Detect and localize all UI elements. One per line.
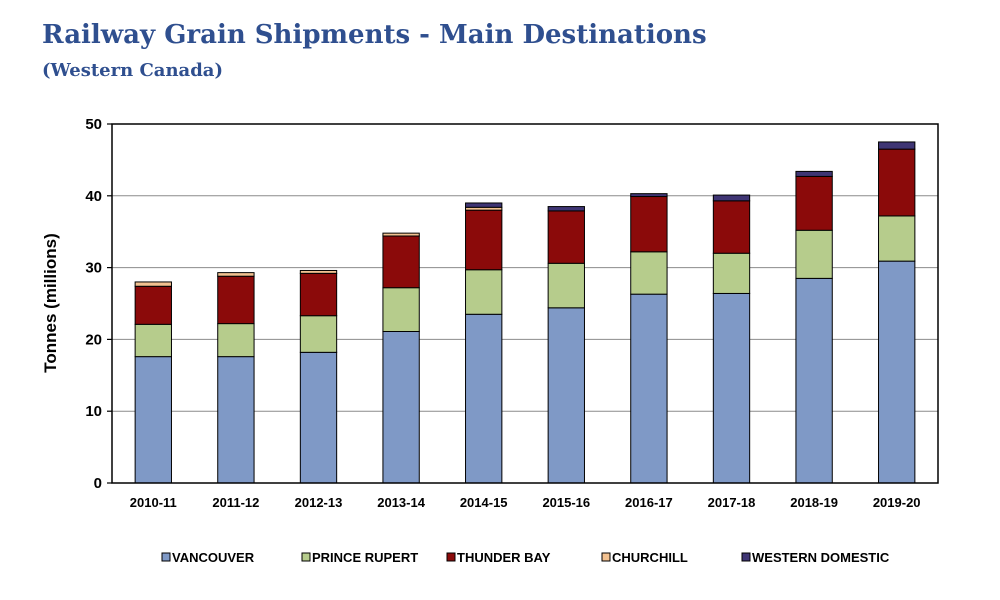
x-tick-label: 2019-20 xyxy=(873,495,921,510)
bar-segment-prince-rupert xyxy=(382,287,420,333)
legend: VANCOUVER PRINCE RUPERT THUNDER BAY CHURCHI… xyxy=(161,550,890,565)
x-tick-label: 2017-18 xyxy=(708,495,756,510)
bar-segment-thunder-bay xyxy=(630,196,668,253)
legend-label: VANCOUVER xyxy=(172,550,255,565)
bar-segment-vancouver xyxy=(795,277,833,484)
bar-segment-thunder-bay xyxy=(465,209,503,271)
bar-segment-thunder-bay xyxy=(712,200,751,254)
x-tick-label: 2010-11 xyxy=(130,495,177,510)
bar-segment-western-domestic xyxy=(795,170,833,177)
x-tick-label: 2014-15 xyxy=(460,495,508,510)
bar-segment-thunder-bay xyxy=(547,210,585,264)
bar-segment-vancouver xyxy=(299,351,338,484)
bar-segment-vancouver xyxy=(134,356,172,484)
legend-swatch xyxy=(161,552,171,562)
y-axis-label: Tonnes (millions) xyxy=(41,233,60,372)
x-tick-label: 2011-12 xyxy=(212,495,259,510)
legend-label: WESTERN DOMESTIC xyxy=(752,550,890,565)
x-tick-label: 2018-19 xyxy=(790,495,838,510)
bar-segment-churchill xyxy=(299,269,338,274)
x-tick-label: 2013-14 xyxy=(377,495,425,510)
y-tick-label: 50 xyxy=(85,116,102,133)
y-axis-ticks: 0 10 20 30 40 50 xyxy=(85,116,112,492)
legend-label: CHURCHILL xyxy=(612,550,688,565)
y-tick-label: 20 xyxy=(85,331,102,348)
x-axis-ticks: 2010-11 2011-12 2012-13 2013-14 2014-15 2015-… xyxy=(130,495,921,510)
legend-swatch xyxy=(301,552,311,562)
bar-segment-thunder-bay xyxy=(382,235,420,289)
bar-segment-vancouver xyxy=(712,292,751,484)
bar-segment-vancouver xyxy=(217,356,255,484)
chart-title: Railway Grain Shipments - Main Destinati… xyxy=(42,20,707,50)
bar-segment-thunder-bay xyxy=(878,148,916,217)
bar-segment-prince-rupert xyxy=(630,251,668,295)
bar-segment-thunder-bay xyxy=(299,272,338,317)
bar-segment-vancouver xyxy=(382,331,420,484)
bar-segment-western-domestic xyxy=(712,194,751,202)
chart-subtitle: (Western Canada) xyxy=(42,60,223,81)
bar-segment-prince-rupert xyxy=(134,323,172,358)
x-tick-label: 2016-17 xyxy=(625,495,673,510)
bar-segment-prince-rupert xyxy=(217,323,255,358)
x-tick-label: 2012-13 xyxy=(295,495,343,510)
bar-segment-prince-rupert xyxy=(712,252,751,294)
bar-segment-prince-rupert xyxy=(465,269,503,315)
x-tick-label: 2015-16 xyxy=(542,495,590,510)
bar-segment-vancouver xyxy=(630,293,668,484)
legend-label: PRINCE RUPERT xyxy=(312,550,418,565)
bar-segment-prince-rupert xyxy=(547,262,585,309)
plot-area-frame xyxy=(111,123,939,484)
y-tick-label: 40 xyxy=(85,188,102,205)
bars-group xyxy=(134,141,916,484)
bar-segment-prince-rupert xyxy=(878,215,916,262)
bar-segment-thunder-bay xyxy=(217,275,255,325)
bar-segment-vancouver xyxy=(465,313,503,484)
bar-segment-western-domestic xyxy=(878,141,916,150)
y-tick-label: 10 xyxy=(85,403,102,420)
bar-segment-western-domestic xyxy=(547,206,585,212)
bar-segment-vancouver xyxy=(878,260,916,484)
bar-segment-western-domestic xyxy=(630,193,668,198)
legend-swatch xyxy=(741,552,751,562)
bar-segment-churchill xyxy=(382,232,420,237)
legend-label: THUNDER BAY xyxy=(457,550,551,565)
bar-segment-prince-rupert xyxy=(795,229,833,279)
bar-segment-churchill xyxy=(217,272,255,277)
bar-segment-vancouver xyxy=(547,307,585,484)
bar-segment-thunder-bay xyxy=(795,175,833,231)
bar-segment-thunder-bay xyxy=(134,285,172,325)
legend-swatch xyxy=(601,552,611,562)
y-tick-label: 0 xyxy=(94,475,102,492)
bar-segment-churchill xyxy=(134,281,172,287)
bar-segment-prince-rupert xyxy=(299,315,338,353)
y-tick-label: 30 xyxy=(85,260,102,277)
legend-swatch xyxy=(446,552,456,562)
bar-segment-western-domestic xyxy=(465,202,503,208)
